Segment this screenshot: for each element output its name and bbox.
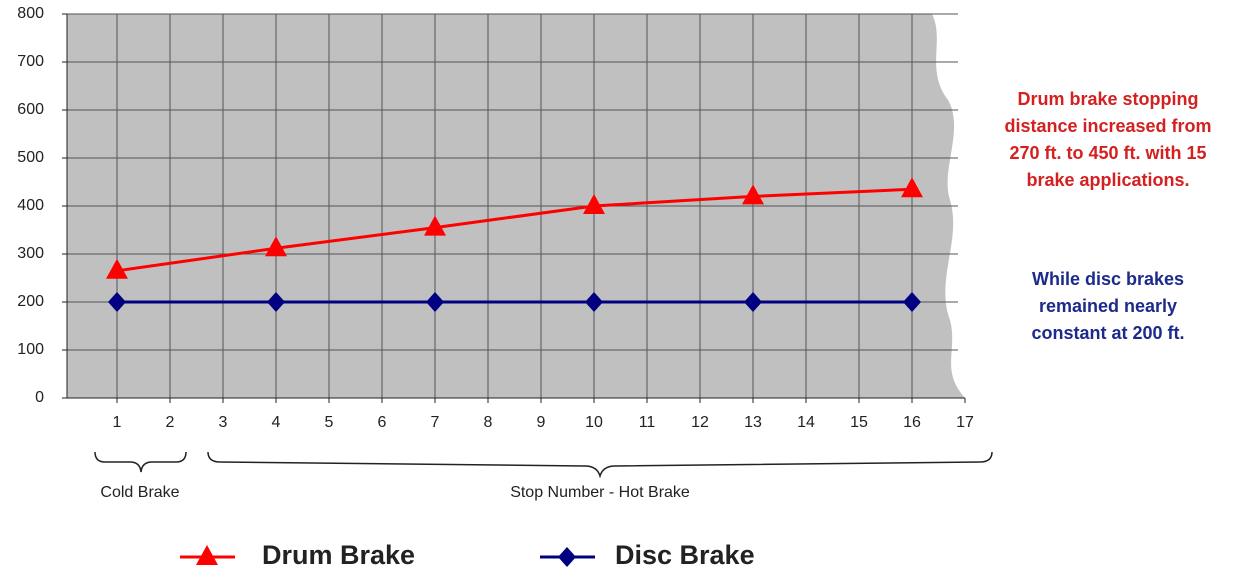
y-tick-label: 800 [17,5,44,22]
x-tick-label: 3 [219,414,228,431]
y-tick-label: 0 [35,389,44,406]
x-tick-label: 8 [484,414,493,431]
marker [426,292,444,312]
grid [67,13,958,399]
y-tick-label: 100 [17,341,44,358]
marker [901,177,923,198]
x-tick-label: 16 [903,414,921,431]
y-tick-label: 700 [17,53,44,70]
marker [558,547,576,567]
x-tick-label: 2 [166,414,175,431]
marker [196,545,218,565]
marker [267,292,285,312]
marker [265,236,287,257]
x-tick-label: 5 [325,414,334,431]
legend-label: Disc Brake [615,540,755,570]
x-tick-label: 17 [956,414,974,431]
annotation: Drum brake stopping [1017,89,1198,109]
y-tick-label: 300 [17,245,44,262]
annotation: remained nearly [1039,296,1177,316]
x-tick-label: 12 [691,414,709,431]
legend-label: Drum Brake [262,540,415,570]
annotation: constant at 200 ft. [1031,323,1184,343]
marker [108,292,126,312]
marker [106,258,128,279]
x-tick-label: 10 [585,414,603,431]
marker [585,292,603,312]
y-tick-label: 600 [17,101,44,118]
y-tick-label: 200 [17,293,44,310]
annotation: While disc brakes [1032,269,1184,289]
x-tick-label: 15 [850,414,868,431]
x-tick-label: 6 [378,414,387,431]
brace-cold [94,451,187,473]
x-tick-label: 11 [639,414,656,431]
annotation: 270 ft. to 450 ft. with 15 [1009,143,1206,163]
x-tick-label: 14 [797,414,815,431]
x-tick-label: 13 [744,414,762,431]
x-tick-label: 4 [272,414,281,431]
marker [744,292,762,312]
series-line [116,187,913,273]
x-tick-label: 9 [537,414,546,431]
marker [424,215,446,236]
x-tick-label: 7 [431,414,440,431]
marker [903,292,921,312]
group-label: Cold Brake [100,484,179,501]
annotation: brake applications. [1026,170,1189,190]
brace-hot [207,451,993,479]
annotation: distance increased from [1004,116,1211,136]
x-tick-label: 1 [113,414,122,431]
y-tick-label: 500 [17,149,44,166]
marker [583,194,605,214]
marker [742,184,764,205]
y-tick-label: 400 [17,197,44,214]
group-label: Stop Number - Hot Brake [510,484,690,501]
